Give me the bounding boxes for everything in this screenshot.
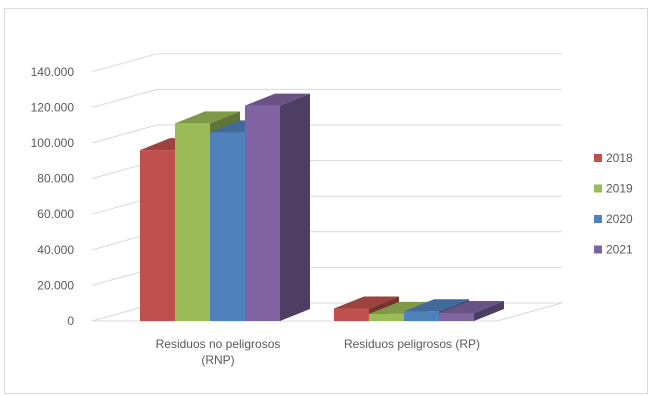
- bar-top-2021-2: [439, 300, 504, 313]
- bar-top-2018-2: [334, 296, 399, 309]
- gridline-depth: [91, 88, 158, 108]
- chart-frame: [4, 8, 648, 394]
- gridline-depth: [91, 124, 158, 144]
- legend-label-2021: 2021: [606, 243, 633, 257]
- bar-2021-1: [245, 105, 280, 322]
- y-tick-label: 120.000: [31, 100, 75, 114]
- legend-label-2020: 2020: [606, 212, 633, 226]
- legend-swatch-2021: [594, 245, 602, 254]
- gridline-depth: [91, 53, 158, 73]
- bar-side-2021-2: [474, 300, 504, 321]
- bar-2021-2: [439, 312, 474, 321]
- y-tick-label: 80.000: [37, 172, 74, 186]
- bar-2020-2: [404, 311, 439, 321]
- x-category-label: Residuos peligrosos (RP): [344, 337, 480, 351]
- y-tick-label: 40.000: [37, 243, 74, 257]
- y-tick-label: 100.000: [31, 136, 75, 150]
- bar-top-2019-1: [175, 111, 240, 124]
- bar-side-2021-1: [280, 93, 310, 322]
- bar-top-2020-2: [404, 299, 469, 312]
- bar-2019-2: [369, 313, 404, 321]
- y-tick-label: 60.000: [37, 207, 74, 221]
- bar-2019-1: [175, 123, 210, 321]
- floor-depth-line: [496, 302, 563, 322]
- bar-2018-2: [334, 308, 369, 321]
- legend-label-2018: 2018: [606, 151, 633, 165]
- bar-2018-1: [140, 150, 175, 321]
- x-category-label: Residuos no peligrosos: [156, 337, 281, 351]
- bar-top-2019-2: [369, 301, 434, 314]
- legend-swatch-2020: [594, 215, 602, 223]
- bar-2020-1: [210, 132, 245, 321]
- legend-swatch-2018: [594, 154, 602, 162]
- x-category-label: (RNP): [201, 353, 234, 367]
- legend-label-2019: 2019: [606, 182, 633, 196]
- legend-swatch-2019: [594, 184, 602, 193]
- bar-top-2021-1: [245, 93, 310, 106]
- y-tick-label: 140.000: [31, 65, 75, 79]
- y-tick-label: 0: [67, 314, 74, 328]
- y-tick-label: 20.000: [37, 278, 74, 292]
